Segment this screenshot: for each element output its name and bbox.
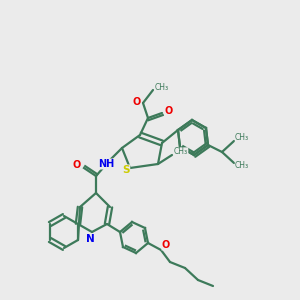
Text: N: N bbox=[85, 234, 94, 244]
Text: O: O bbox=[165, 106, 173, 116]
Text: CH₃: CH₃ bbox=[235, 161, 249, 170]
Text: O: O bbox=[73, 160, 81, 170]
Text: CH₃: CH₃ bbox=[235, 134, 249, 142]
Text: O: O bbox=[162, 240, 170, 250]
Text: CH₃: CH₃ bbox=[174, 148, 188, 157]
Text: S: S bbox=[122, 165, 130, 175]
Text: CH₃: CH₃ bbox=[155, 83, 169, 92]
Text: NH: NH bbox=[98, 159, 114, 169]
Text: O: O bbox=[133, 97, 141, 107]
